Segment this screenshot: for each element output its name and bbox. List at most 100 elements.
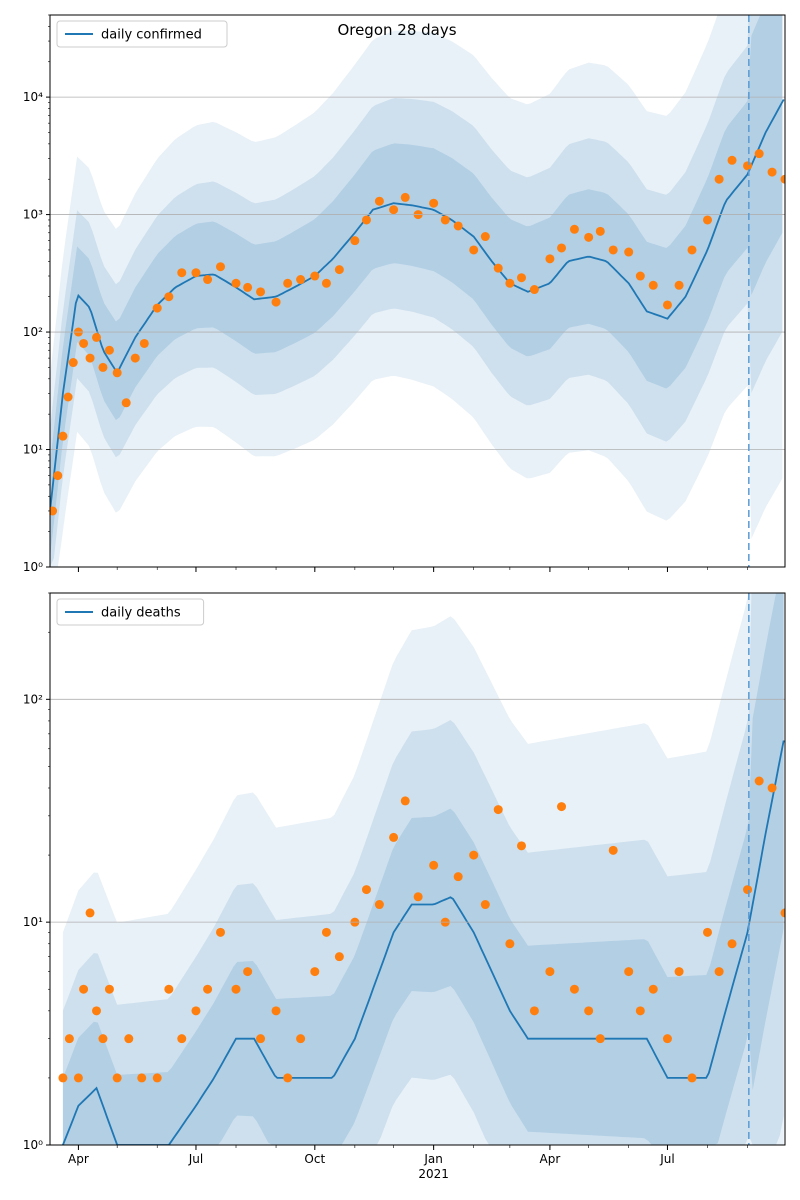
data-point — [243, 282, 253, 292]
data-point — [608, 845, 618, 855]
legend: daily deaths — [56, 598, 205, 626]
data-point — [584, 1006, 594, 1016]
data-point — [389, 205, 399, 215]
uncertainty-band-2 — [62, 593, 784, 1145]
data-point — [216, 262, 226, 272]
data-point — [493, 263, 503, 273]
data-point — [334, 952, 344, 962]
data-point — [400, 192, 410, 202]
data-point — [296, 1034, 306, 1044]
x-tick-label: Jan — [423, 1152, 443, 1166]
plot-area — [58, 593, 785, 1145]
uncertainty-band-0 — [50, 15, 783, 567]
data-point — [624, 967, 634, 977]
data-point — [63, 392, 73, 402]
data-point — [743, 885, 753, 895]
data-point — [569, 224, 579, 234]
data-point — [608, 245, 618, 255]
data-point — [98, 1034, 108, 1044]
data-point — [256, 1034, 266, 1044]
data-point — [112, 368, 122, 378]
data-point — [79, 338, 89, 348]
data-point — [374, 196, 384, 206]
chart-confirmed: 10⁰ 10¹ 10² 10³ 10⁴ daily confirmed — [23, 14, 786, 574]
data-point — [203, 275, 213, 285]
data-point — [584, 232, 594, 242]
data-point — [453, 221, 463, 231]
data-point — [152, 303, 162, 313]
data-point — [321, 278, 331, 288]
data-point — [361, 885, 371, 895]
legend-box — [56, 598, 205, 626]
legend-label: daily confirmed — [101, 28, 202, 43]
data-point — [453, 872, 463, 882]
data-point — [310, 271, 320, 281]
y-tick-label: 10⁴ — [23, 90, 43, 104]
data-point — [714, 174, 724, 184]
plot-area — [50, 15, 785, 567]
data-point — [231, 984, 241, 994]
data-point — [780, 908, 785, 918]
data-point — [177, 268, 187, 278]
data-point — [687, 1073, 697, 1083]
figure-title: Oregon 28 days — [337, 21, 456, 39]
series-line-daily-confirmed — [50, 99, 785, 512]
data-point — [350, 236, 360, 246]
data-point — [191, 1006, 201, 1016]
series-line-daily-deaths — [62, 740, 785, 1145]
data-point — [480, 900, 490, 910]
data-point — [413, 892, 423, 902]
y-tick-label: 10¹ — [23, 915, 43, 929]
x-tick-label: Oct — [304, 1152, 325, 1166]
data-point — [64, 1034, 74, 1044]
uncertainty-band-2 — [50, 15, 783, 558]
data-point — [374, 900, 384, 910]
data-point — [271, 297, 281, 307]
data-point — [727, 939, 737, 949]
data-point — [203, 984, 213, 994]
data-point — [271, 1006, 281, 1016]
y-tick-label: 10² — [23, 692, 43, 706]
data-point — [139, 338, 149, 348]
data-point — [92, 1006, 102, 1016]
data-point — [68, 358, 78, 368]
data-point — [429, 198, 439, 208]
legend: daily confirmed — [56, 20, 228, 48]
data-point — [529, 1006, 539, 1016]
data-point — [648, 280, 658, 290]
data-point — [674, 280, 684, 290]
legend-box — [56, 20, 228, 48]
data-point — [727, 155, 737, 165]
data-point — [321, 927, 331, 937]
data-point — [624, 247, 634, 257]
data-point — [53, 471, 63, 481]
data-point — [569, 984, 579, 994]
data-point — [85, 908, 95, 918]
data-point — [754, 776, 764, 786]
data-point — [767, 167, 777, 177]
data-point — [152, 1073, 162, 1083]
data-point — [164, 984, 174, 994]
data-point — [595, 226, 605, 236]
data-point — [516, 273, 526, 283]
data-point — [702, 215, 712, 225]
x-tick-label: Jul — [659, 1152, 674, 1166]
data-point — [283, 278, 293, 288]
data-point — [743, 161, 753, 171]
data-point — [545, 254, 555, 264]
data-point — [662, 300, 672, 310]
data-point — [516, 841, 526, 851]
data-point — [137, 1073, 147, 1083]
data-point — [780, 174, 785, 184]
data-point — [177, 1034, 187, 1044]
data-point — [85, 353, 95, 363]
data-point — [361, 215, 371, 225]
data-point — [334, 265, 344, 275]
data-point — [674, 967, 684, 977]
data-point — [79, 984, 89, 994]
x-tick-label: Jul — [188, 1152, 203, 1166]
data-point — [635, 271, 645, 281]
data-point — [130, 353, 140, 363]
